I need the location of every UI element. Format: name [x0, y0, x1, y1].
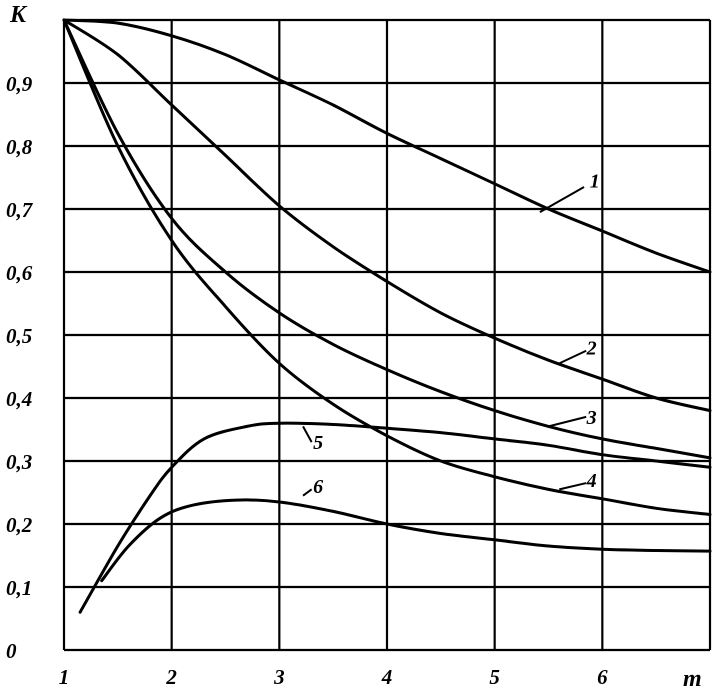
y-tick-label: 0,1	[6, 576, 32, 600]
curve-label-3: 3	[586, 407, 597, 429]
leader-line-2	[558, 349, 587, 365]
tick-labels: 0 0,1 0,2 0,3 0,4 0,5 0,6 0,7 0,8 0,9 1 2 3 4 5 6	[6, 72, 608, 689]
y-tick-label: 0,6	[6, 261, 33, 285]
curve-6	[100, 498, 712, 583]
curve-label-1: 1	[590, 171, 600, 193]
leader-line-6	[302, 488, 313, 497]
curve-label-6: 6	[313, 476, 323, 498]
x-tick-label: 3	[273, 665, 285, 689]
y-tick-label: 0	[6, 639, 17, 663]
curves	[62, 18, 712, 614]
curve-5	[78, 421, 712, 614]
curve-3	[62, 18, 712, 460]
curve-labels: 1 2 3 4 5 6	[302, 171, 600, 498]
curve-1	[62, 18, 712, 274]
y-tick-label: 0,4	[6, 387, 32, 411]
leader-line-4	[559, 482, 587, 491]
y-tick-label: 0,2	[6, 513, 33, 537]
y-tick-label: 0,5	[6, 324, 32, 348]
curve-label-2: 2	[586, 338, 597, 360]
curve-4	[62, 18, 712, 516]
leader-line-5	[302, 425, 313, 443]
leader-line-3	[548, 415, 587, 428]
x-tick-label: 1	[59, 665, 70, 689]
curve-label-4: 4	[586, 470, 597, 492]
y-tick-label: 0,8	[6, 135, 33, 159]
y-axis-label: K	[9, 2, 28, 28]
y-tick-label: 0,7	[6, 198, 34, 222]
x-tick-label: 6	[597, 665, 608, 689]
leader-line-1	[539, 186, 585, 214]
curve-label-5: 5	[313, 432, 323, 454]
x-tick-label: 2	[165, 665, 177, 689]
y-tick-label: 0,9	[6, 72, 33, 96]
x-axis-label: m	[683, 666, 702, 692]
curve-2	[62, 18, 712, 413]
x-tick-label: 4	[381, 665, 393, 689]
x-tick-label: 5	[489, 665, 500, 689]
grid	[62, 18, 712, 652]
y-tick-label: 0,3	[6, 450, 32, 474]
